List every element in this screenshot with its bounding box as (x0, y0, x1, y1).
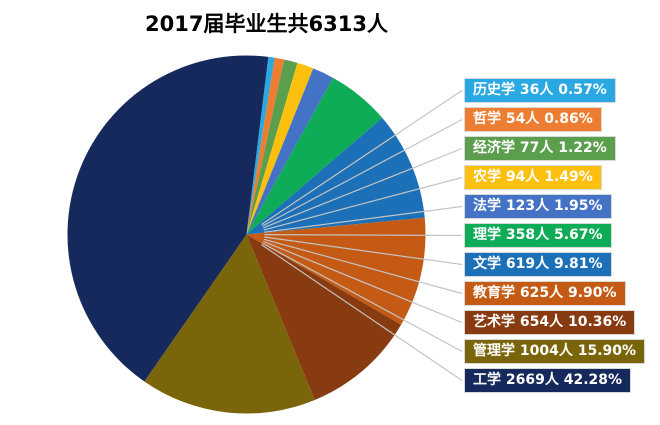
leader-line-文学 (264, 236, 463, 266)
data-label-教育学: 教育学 625人 9.90% (464, 281, 626, 306)
leader-line-哲学 (262, 118, 463, 227)
pie-slice-历史学 (246, 56, 275, 235)
data-label-艺术学: 艺术学 654人 10.36% (464, 310, 636, 335)
pie-slice-法学 (246, 68, 334, 235)
data-label-法学: 法学 123人 1.95% (464, 194, 612, 219)
leader-line-理学 (264, 234, 463, 237)
leader-line-工学 (261, 244, 463, 381)
data-label-农学: 农学 94人 1.49% (464, 165, 602, 190)
data-label-工学: 工学 2669人 42.28% (464, 368, 632, 393)
data-label-管理学: 管理学 1004人 15.90% (464, 339, 646, 364)
leader-line-经济学 (262, 147, 463, 229)
leader-line-教育学 (263, 238, 463, 295)
data-label-哲学: 哲学 54人 0.86% (464, 107, 602, 132)
pie-slice-艺术学 (246, 234, 402, 400)
pie-slice-管理学 (144, 234, 315, 414)
leader-line-艺术学 (262, 240, 463, 324)
pie-slice-工学 (67, 55, 269, 382)
leader-line-法学 (264, 205, 463, 233)
leader-line-农学 (263, 176, 463, 231)
data-label-经济学: 经济学 77人 1.22% (464, 136, 616, 161)
pie-slice-农学 (246, 62, 314, 235)
data-label-理学: 理学 358人 5.67% (464, 223, 612, 248)
pie-slice-经济学 (246, 59, 298, 235)
data-label-文学: 文学 619人 9.81% (464, 252, 612, 277)
leader-line-管理学 (262, 242, 463, 353)
chart-title: 2017届毕业生共6313人 (145, 12, 388, 36)
leader-line-历史学 (261, 90, 463, 225)
data-label-历史学: 历史学 36人 0.57% (464, 78, 616, 103)
pie-slice-理学 (246, 77, 383, 235)
pie-slice-哲学 (246, 57, 285, 235)
